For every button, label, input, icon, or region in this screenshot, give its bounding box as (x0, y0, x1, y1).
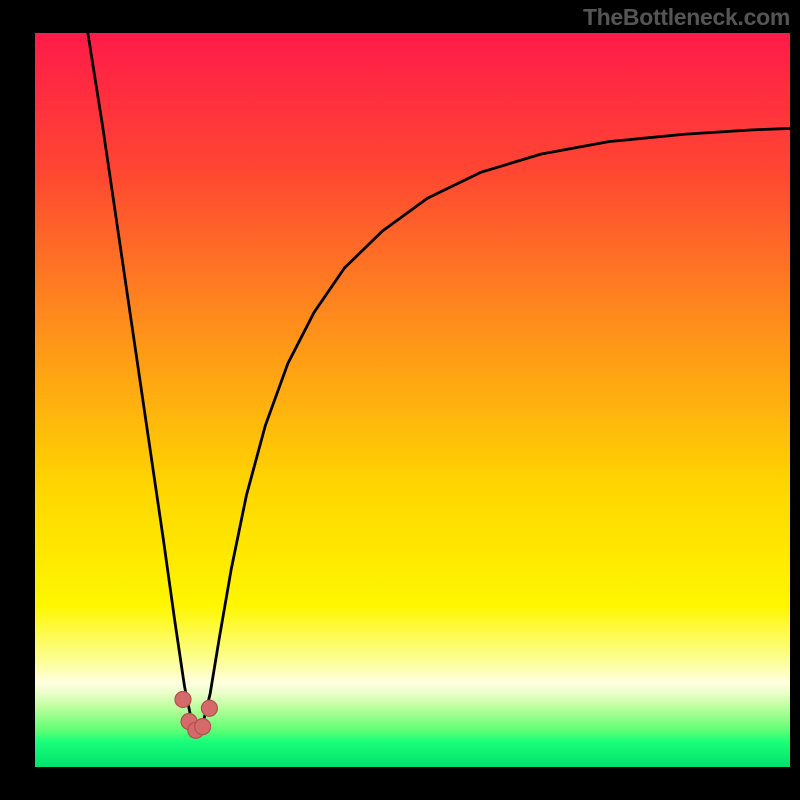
curve-marker (175, 691, 191, 707)
curve-marker (195, 719, 211, 735)
curve-marker (201, 700, 217, 716)
watermark-text: TheBottleneck.com (583, 4, 790, 31)
chart-frame: TheBottleneck.com (0, 0, 800, 800)
plot-svg (35, 33, 790, 767)
plot-area (35, 33, 790, 767)
gradient-background (35, 33, 790, 767)
